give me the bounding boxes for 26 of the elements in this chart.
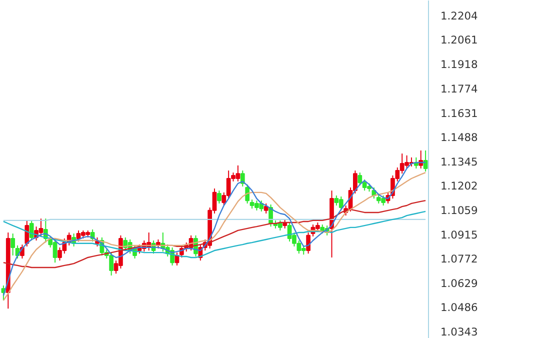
- y-tick-label: 1.2061: [440, 34, 478, 47]
- candlestick: [217, 190, 222, 204]
- candlestick: [240, 170, 245, 187]
- y-tick-label: 1.1918: [440, 58, 478, 72]
- y-tick-label: 1.1774: [440, 82, 478, 96]
- candlestick: [306, 232, 310, 254]
- y-tick-label: 1.0343: [440, 326, 478, 338]
- candlestick: [315, 222, 320, 232]
- candlestick: [29, 220, 34, 241]
- candlestick: [320, 224, 325, 234]
- candlestick: [24, 220, 30, 247]
- candlestick: [278, 220, 282, 231]
- candlestick: [358, 172, 362, 186]
- y-tick-label: 1.0772: [440, 252, 478, 266]
- y-tick-label: 1.1488: [440, 131, 478, 144]
- candlestick: [264, 202, 268, 214]
- y-tick-label: 1.0486: [440, 301, 478, 314]
- y-tick-label: 1.2204: [440, 9, 478, 22]
- candlestick: [10, 233, 16, 256]
- y-tick-label: 1.1059: [440, 204, 478, 217]
- y-tick-label: 1.1631: [440, 106, 478, 120]
- y-tick-label: 1.0629: [440, 276, 478, 290]
- y-tick-label: 1.0915: [440, 228, 478, 242]
- y-tick-label: 1.1345: [440, 155, 478, 168]
- y-tick-label: 1.1202: [440, 180, 478, 193]
- candlestick: [245, 184, 250, 204]
